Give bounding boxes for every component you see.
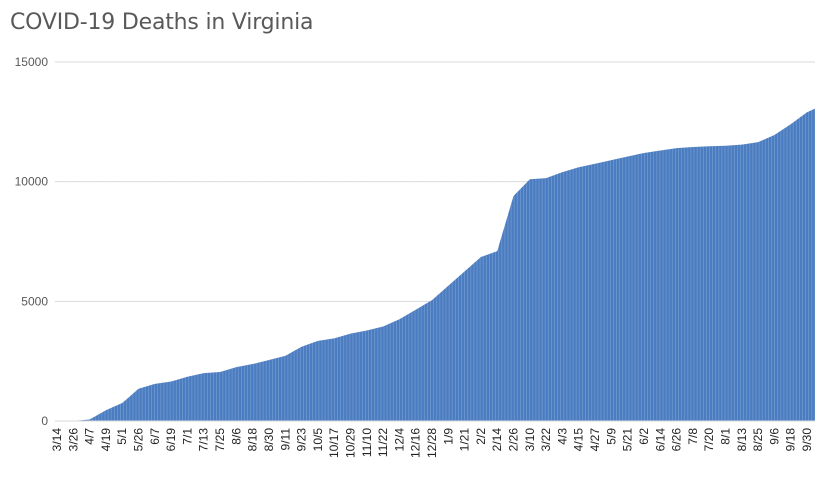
x-tick-label: 11/10 [360, 428, 374, 457]
x-tick-label: 2/2 [474, 428, 488, 445]
bar-series-fill [57, 108, 815, 422]
x-tick-label: 11/22 [376, 428, 390, 457]
x-tick-label: 8/1 [719, 428, 733, 445]
x-tick-label: 3/10 [523, 428, 537, 452]
x-tick-label: 12/16 [409, 428, 423, 458]
x-tick-label: 2/26 [507, 428, 521, 452]
x-tick-label: 10/17 [327, 428, 341, 458]
x-tick-label: 4/3 [555, 428, 569, 445]
x-tick-label: 7/1 [180, 428, 194, 445]
x-tick-label: 7/20 [702, 428, 716, 452]
x-tick-label: 8/6 [229, 428, 243, 445]
x-tick-label: 1/9 [441, 428, 455, 445]
x-tick-label: 6/7 [148, 428, 162, 445]
x-tick-label: 5/9 [604, 428, 618, 445]
x-tick-label: 7/8 [686, 428, 700, 445]
x-tick-label: 8/13 [735, 428, 749, 452]
x-tick-label: 7/13 [197, 428, 211, 452]
x-tick-label: 10/5 [311, 428, 325, 452]
x-tick-label: 3/14 [50, 428, 64, 452]
x-tick-label: 3/22 [539, 428, 553, 452]
y-tick-label: 5000 [21, 294, 48, 308]
y-tick-label: 15000 [15, 55, 49, 69]
x-tick-label: 4/15 [572, 428, 586, 452]
x-tick-label: 12/4 [392, 428, 406, 452]
x-tick-label: 9/23 [295, 428, 309, 452]
x-tick-label: 7/25 [213, 428, 227, 452]
x-tick-label: 6/19 [164, 428, 178, 452]
x-tick-label: 6/26 [670, 428, 684, 452]
x-tick-label: 9/30 [800, 428, 814, 452]
chart-title: COVID-19 Deaths in Virginia [10, 10, 314, 35]
x-tick-label: 6/2 [637, 428, 651, 445]
x-tick-label: 4/27 [588, 428, 602, 452]
x-tick-label: 8/30 [262, 428, 276, 452]
x-tick-label: 5/21 [621, 428, 635, 452]
x-tick-label: 8/25 [751, 428, 765, 452]
x-tick-label: 5/1 [115, 428, 129, 445]
x-tick-label: 9/18 [784, 428, 798, 452]
x-tick-label: 10/29 [344, 428, 358, 458]
y-tick-label: 10000 [15, 175, 49, 189]
bar-series [55, 62, 816, 422]
x-tick-label: 5/26 [132, 428, 146, 452]
x-tick-label: 1/21 [458, 428, 472, 452]
x-axis: 3/14 3/26 4/7 4/19 5/1 5/26 6/7 6/19 7/1 7/13 7/25… [50, 428, 814, 458]
x-tick-label: 4/19 [99, 428, 113, 452]
x-tick-label: 9/11 [278, 428, 292, 451]
x-tick-label: 4/7 [83, 428, 97, 445]
x-tick-label: 8/18 [246, 428, 260, 452]
x-tick-label: 12/28 [425, 428, 439, 458]
x-tick-label: 3/26 [66, 428, 80, 452]
y-tick-label: 0 [41, 414, 48, 428]
x-tick-label: 2/14 [490, 428, 504, 452]
x-tick-label: 9/6 [767, 428, 781, 445]
x-tick-label: 6/14 [653, 428, 667, 452]
y-axis: 0 5000 10000 15000 [15, 55, 49, 428]
